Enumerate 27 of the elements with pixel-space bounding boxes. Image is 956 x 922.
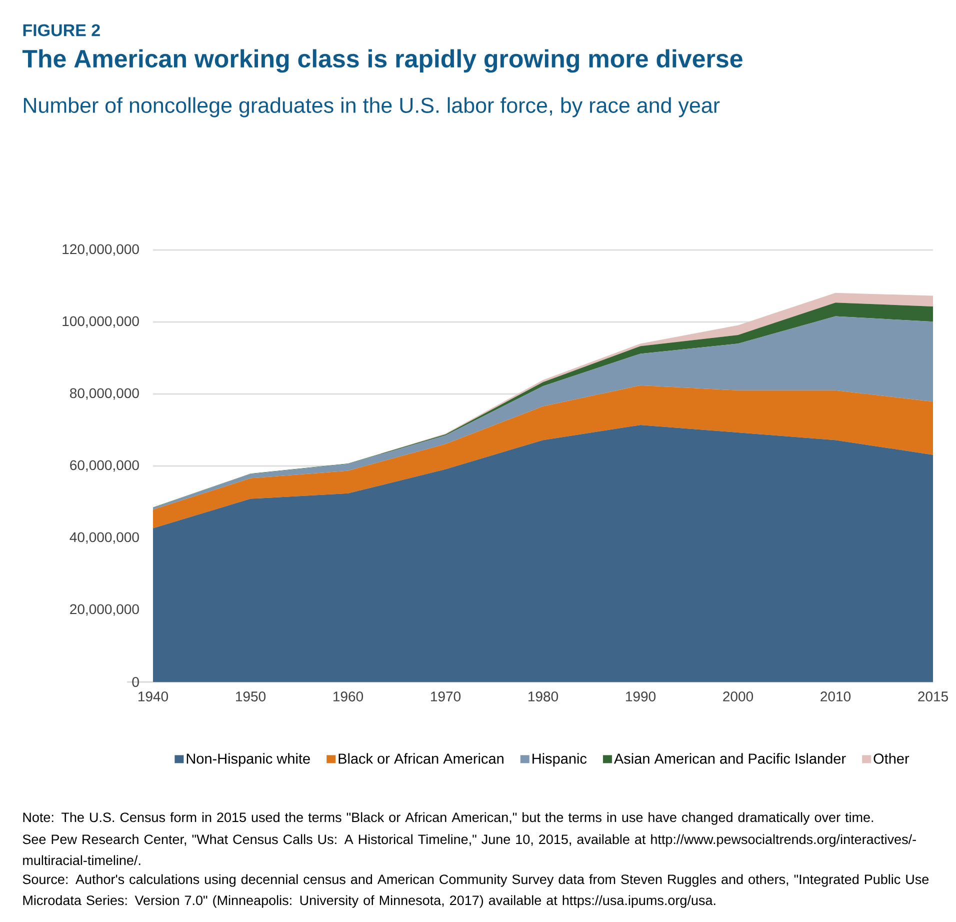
x-tick-label: 1990 [626,692,656,702]
chart-title: The American working class is rapidly growing more diverse [22,49,742,73]
legend-label: Hispanic [532,753,587,767]
x-tick-label: 2015 [918,692,948,702]
y-tick-label: 120,000,000 [62,244,139,256]
chart-subtitle: Number of noncollege graduates in the U.S. labor force, by race and year [24,97,720,118]
text: Note: The U.S. Census form in 2015 used the terms "Black or African American," but the terms in use have changed dramatically over time. [23,812,874,825]
y-tick-label: 60,000,000 [70,460,139,472]
y-tick-label: 0 [132,677,139,687]
y-tick-label: 80,000,000 [70,388,139,400]
source-note: Source: Author's calculations using decennial census and American Community Survey data from Steven Ruggles and others, "Integrated Public Use Microdata Series: Version 7.0" (Minneapolis: University of Minnesota, 2017) available at https://usa.ipums.org/usa. [22,874,929,908]
y-tick-label: 100,000,000 [62,316,139,328]
x-tick-label: 1980 [528,692,558,702]
legend-label: Asian American and Pacific Islander [614,753,846,764]
legend-label: Other [874,753,910,764]
x-tick-label: 2010 [820,692,851,702]
x-tick-label: 1960 [333,692,364,702]
x-tick-label: 1940 [138,692,168,702]
x-tick-label: 1950 [236,692,266,702]
legend-label: Black or African American [338,753,504,764]
x-tick-label: 1970 [430,692,461,702]
caption: FIGURE 2 [23,24,100,36]
x-tick-label: 2000 [723,692,754,702]
y-tick-label: 40,000,000 [70,532,139,544]
legend-label: Non-Hispanic white [186,753,310,767]
y-tick-label: 20,000,000 [70,604,139,616]
text: See Pew Research Center, "What Census Calls Us: A Historical Timeline," June 10, 2015, available at http://www.pewsocialtrends.org/interactives/-multiracial-timeline/. [22,834,916,866]
